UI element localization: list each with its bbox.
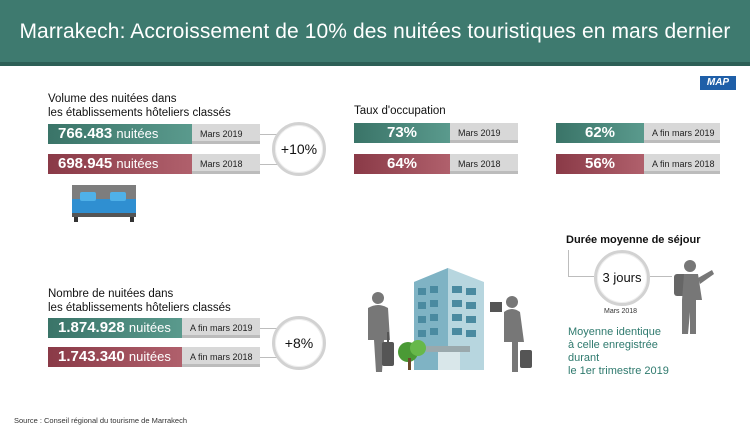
nombre-title-line2: les établissements hôteliers classés <box>48 302 231 314</box>
duree-value-badge: 3 jours <box>594 250 650 306</box>
duree-note-line3: le 1er trimestre 2019 <box>568 365 669 377</box>
taux-fin-mars-2018-value: 56% <box>556 154 644 174</box>
volume-value-2018: 698.945 nuitées <box>48 154 192 174</box>
duree-note-line2: à celle enregistrée durant <box>568 339 658 364</box>
nombre-period-2019: A fin mars 2019 <box>182 318 260 338</box>
taux-mars-2019: 73% Mars 2019 <box>354 123 518 143</box>
header-banner: Marrakech: Accroissement de 10% des nuit… <box>0 0 750 66</box>
map-logo: MAP <box>700 76 736 90</box>
volume-value-2019: 766.483 nuitées <box>48 124 192 144</box>
taux-mars-2018: 64% Mars 2018 <box>354 154 518 174</box>
nombre-title-line1: Nombre de nuitées dans <box>48 288 174 300</box>
taux-fin-mars-2019-value: 62% <box>556 123 644 143</box>
taux-mars-2018-period: Mars 2018 <box>450 154 518 174</box>
nombre-row-2018: 1.743.340 nuitées A fin mars 2018 <box>48 347 260 367</box>
volume-title-line2: les établissements hôteliers classés <box>48 107 231 119</box>
duree-period: Mars 2018 <box>604 308 638 315</box>
taux-fin-mars-2018: 56% A fin mars 2018 <box>556 154 720 174</box>
volume-title: Volume des nuitées dans les établissemen… <box>48 92 231 120</box>
volume-row-2018: 698.945 nuitées Mars 2018 <box>48 154 260 174</box>
source-note: Source : Conseil régional du tourisme de… <box>14 416 188 425</box>
volume-title-line1: Volume des nuitées dans <box>48 93 177 105</box>
taux-mars-2019-period: Mars 2019 <box>450 123 518 143</box>
duree-note: Moyenne identique à celle enregistrée du… <box>568 326 688 378</box>
taux-fin-mars-2019: 62% A fin mars 2019 <box>556 123 720 143</box>
volume-period-2019: Mars 2019 <box>192 124 260 144</box>
taux-title: Taux d'occupation <box>354 105 446 117</box>
backpacker-icon <box>668 252 718 336</box>
volume-row-2019: 766.483 nuitées Mars 2019 <box>48 124 260 144</box>
volume-change-badge: +10% <box>272 122 326 176</box>
connector-line <box>568 276 594 277</box>
taux-mars-2019-value: 73% <box>354 123 450 143</box>
nombre-title: Nombre de nuitées dans les établissement… <box>48 287 231 315</box>
taux-fin-mars-2019-period: A fin mars 2019 <box>644 123 720 143</box>
nombre-change-badge: +8% <box>272 316 326 370</box>
nombre-value-2018: 1.743.340 nuitées <box>48 347 182 367</box>
connector-line <box>260 164 286 165</box>
hotel-travelers-illustration <box>352 262 548 382</box>
taux-mars-2018-value: 64% <box>354 154 450 174</box>
nombre-row-2019: 1.874.928 nuitées A fin mars 2019 <box>48 318 260 338</box>
nombre-period-2018: A fin mars 2018 <box>182 347 260 367</box>
volume-period-2018: Mars 2018 <box>192 154 260 174</box>
nombre-value-2019: 1.874.928 nuitées <box>48 318 182 338</box>
bed-icon <box>70 183 138 223</box>
connector-line <box>260 134 286 135</box>
connector-line <box>650 276 672 277</box>
duree-note-line1: Moyenne identique <box>568 326 661 338</box>
connector-line <box>260 357 290 358</box>
connector-line <box>568 250 569 276</box>
taux-fin-mars-2018-period: A fin mars 2018 <box>644 154 720 174</box>
page-title: Marrakech: Accroissement de 10% des nuit… <box>19 20 731 43</box>
duree-title: Durée moyenne de séjour <box>566 234 701 246</box>
